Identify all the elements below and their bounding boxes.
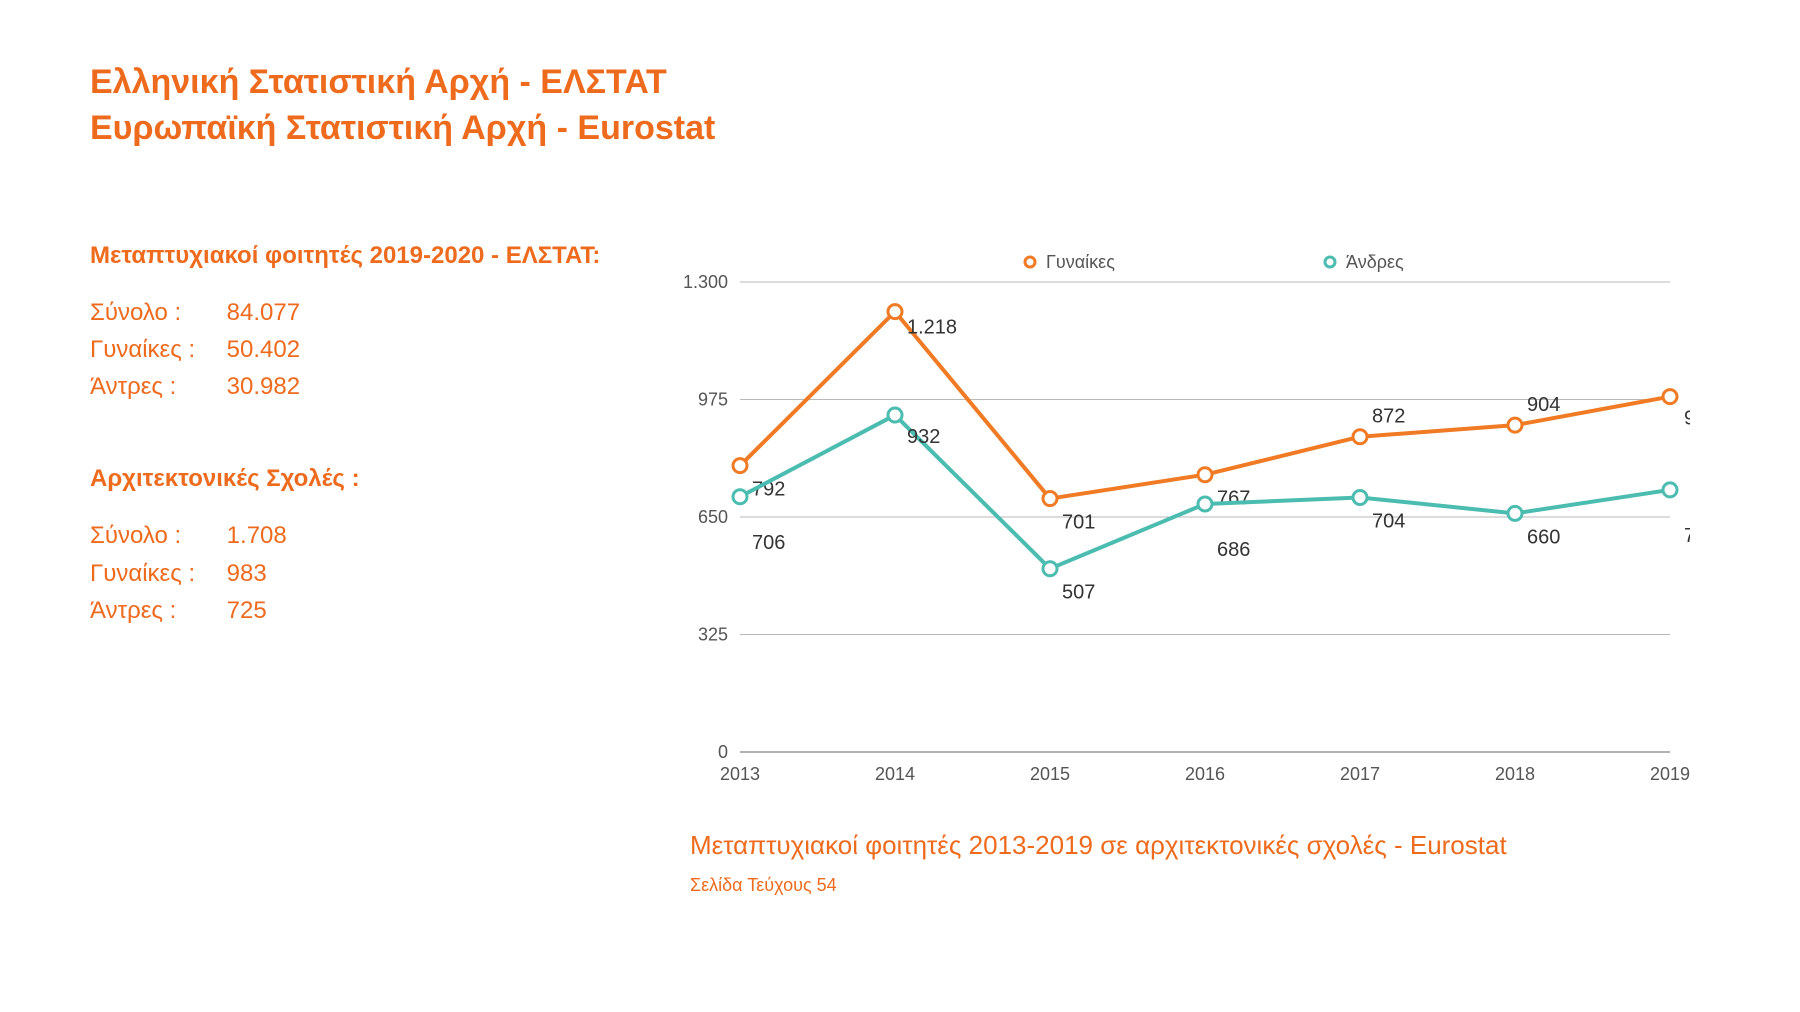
chart-svg: 0 325 650 975 1.300 2013 2014 2015 2016 2017 2018 2…	[670, 242, 1690, 802]
stat-value: 30.982	[227, 373, 300, 400]
y-tick-label: 325	[698, 624, 728, 644]
stats-block-2: Αρχιτεκτονικές Σχολές : Σύνολο : 1.708 Γ…	[90, 465, 650, 629]
x-tick-label: 2016	[1185, 764, 1225, 784]
page-title: Ελληνική Στατιστική Αρχή - ΕΛΣΤΑΤ Ευρωπα…	[90, 60, 1730, 152]
right-panel: 0 325 650 975 1.300 2013 2014 2015 2016 2017 2018 2…	[650, 242, 1730, 896]
x-tick-label: 2018	[1495, 764, 1535, 784]
point-label: 704	[1372, 510, 1405, 532]
stat-label: Άντρες :	[90, 592, 220, 629]
x-tick-label: 2013	[720, 764, 760, 784]
stat-label: Σύνολο :	[90, 517, 220, 554]
block1-heading: Μεταπτυχιακοί φοιτητές 2019-2020 - ΕΛΣΤΑ…	[90, 242, 650, 270]
point-label: 904	[1527, 394, 1560, 416]
stat-value: 983	[227, 560, 267, 587]
point-label: 660	[1527, 526, 1560, 548]
point-label: 701	[1062, 511, 1095, 533]
legend-label: Γυναίκες	[1046, 252, 1115, 272]
y-tick-label: 975	[698, 389, 728, 409]
stat-row: Άντρες : 725	[90, 592, 650, 629]
stat-row: Σύνολο : 1.708	[90, 517, 650, 554]
chart-caption: Μεταπτυχιακοί φοιτητές 2013-2019 σε αρχι…	[690, 830, 1730, 896]
page: Ελληνική Στατιστική Αρχή - ΕΛΣΤΑΤ Ευρωπα…	[0, 0, 1800, 1012]
series-marker	[1663, 389, 1677, 403]
stat-row: Σύνολο : 84.077	[90, 294, 650, 331]
left-panel: Μεταπτυχιακοί φοιτητές 2019-2020 - ΕΛΣΤΑ…	[90, 242, 650, 896]
stat-value: 84.077	[227, 299, 300, 326]
x-tick-label: 2015	[1030, 764, 1070, 784]
block2-heading: Αρχιτεκτονικές Σχολές :	[90, 465, 650, 493]
point-label: 725	[1684, 525, 1690, 547]
point-label: 507	[1062, 581, 1095, 603]
legend-marker	[1025, 257, 1035, 267]
line-chart: 0 325 650 975 1.300 2013 2014 2015 2016 2017 2018 2…	[670, 242, 1690, 802]
title-line-2: Ευρωπαϊκή Στατιστική Αρχή - Eurostat	[90, 106, 1730, 152]
series-marker	[733, 458, 747, 472]
legend-marker	[1325, 257, 1335, 267]
caption-main: Μεταπτυχιακοί φοιτητές 2013-2019 σε αρχι…	[690, 830, 1730, 861]
x-tick-label: 2017	[1340, 764, 1380, 784]
series-marker	[1043, 561, 1057, 575]
y-tick-label: 0	[718, 742, 728, 762]
point-label: 932	[907, 426, 940, 448]
title-line-1: Ελληνική Στατιστική Αρχή - ΕΛΣΤΑΤ	[90, 60, 1730, 106]
stat-label: Σύνολο :	[90, 294, 220, 331]
series-marker	[1353, 490, 1367, 504]
point-label: 872	[1372, 406, 1405, 428]
series-marker	[1353, 430, 1367, 444]
series-marker	[888, 408, 902, 422]
series-marker	[733, 490, 747, 504]
point-label: 686	[1217, 539, 1250, 561]
series-marker	[1508, 418, 1522, 432]
stat-value: 50.402	[227, 336, 300, 363]
stat-label: Γυναίκες :	[90, 331, 220, 368]
stat-value: 1.708	[227, 522, 287, 549]
series-marker	[1198, 497, 1212, 511]
series-marker	[888, 304, 902, 318]
x-tick-label: 2014	[875, 764, 915, 784]
x-tick-label: 2019	[1650, 764, 1690, 784]
stat-value: 725	[227, 597, 267, 624]
stat-row: Γυναίκες : 983	[90, 555, 650, 592]
stat-label: Γυναίκες :	[90, 555, 220, 592]
series-marker	[1043, 491, 1057, 505]
stats-block-1: Μεταπτυχιακοί φοιτητές 2019-2020 - ΕΛΣΤΑ…	[90, 242, 650, 406]
caption-sub: Σελίδα Τεύχους 54	[690, 875, 1730, 896]
series-marker	[1508, 506, 1522, 520]
y-tick-label: 650	[698, 507, 728, 527]
content-row: Μεταπτυχιακοί φοιτητές 2019-2020 - ΕΛΣΤΑ…	[90, 242, 1730, 896]
point-label: 983	[1684, 407, 1690, 429]
stat-row: Γυναίκες : 50.402	[90, 331, 650, 368]
stat-label: Άντρες :	[90, 368, 220, 405]
series-marker	[1198, 467, 1212, 481]
point-label: 1.218	[907, 316, 957, 338]
legend-label: Άνδρες	[1346, 252, 1404, 272]
y-tick-label: 1.300	[683, 272, 728, 292]
point-label: 767	[1217, 487, 1250, 509]
point-label: 706	[752, 532, 785, 554]
stat-row: Άντρες : 30.982	[90, 368, 650, 405]
series-marker	[1663, 483, 1677, 497]
